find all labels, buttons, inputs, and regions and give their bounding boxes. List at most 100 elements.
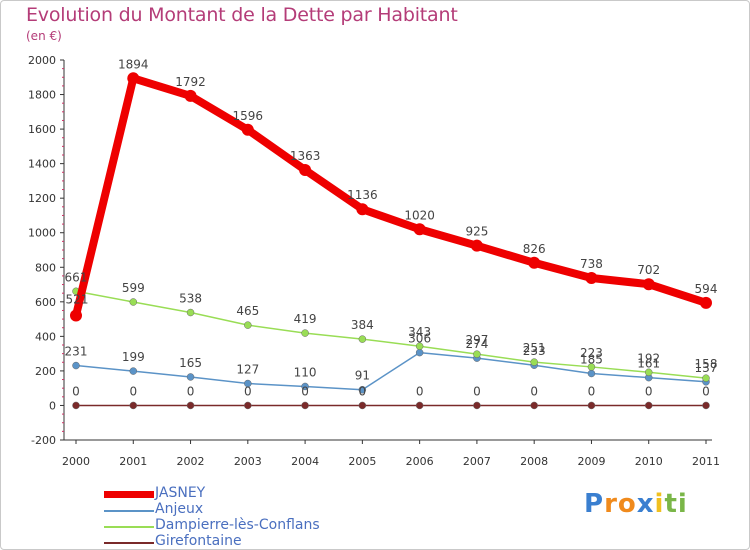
data-label-girefontaine: 0 [473,384,481,398]
point-anjeux [72,361,80,370]
data-label-anjeux: 127 [236,363,259,377]
logo-letter-x: x [636,489,655,519]
point-anjeux [415,348,424,357]
data-label-dampierre-l-s-conflans: 343 [408,325,431,339]
point-girefontaine [587,401,596,410]
y-tick-label: 1600 [28,123,56,136]
point-dampierre-l-s-conflans [301,329,309,337]
y-tick-label: 1000 [28,227,56,240]
data-label-girefontaine: 0 [588,384,596,398]
point-dampierre-l-s-conflans [358,335,367,343]
point-anjeux [186,373,195,381]
data-label-jasney: 925 [465,225,488,239]
y-tick-label: 1800 [28,89,56,102]
data-label-anjeux: 199 [122,350,145,364]
logo-letter-r: r [604,489,618,519]
point-dampierre-l-s-conflans [702,374,710,382]
point-jasney [642,278,655,291]
data-label-anjeux: 91 [355,369,370,383]
point-jasney [700,296,712,309]
x-tick-label: 2004 [291,455,319,468]
point-girefontaine [358,401,367,410]
data-label-anjeux: 306 [408,332,431,346]
point-jasney [299,164,312,177]
data-label-girefontaine: 0 [416,384,424,398]
logo-letter-i2: i [677,489,688,519]
x-tick-label: 2008 [520,455,548,468]
y-tick-label: 800 [35,261,56,274]
point-jasney [70,309,82,322]
point-girefontaine [530,401,538,410]
data-label-dampierre-l-s-conflans: 223 [580,346,603,360]
data-label-jasney: 1136 [347,188,378,202]
point-anjeux [129,367,138,375]
point-girefontaine [473,401,481,410]
data-label-dampierre-l-s-conflans: 419 [294,312,317,326]
data-label-jasney: 521 [66,292,89,306]
point-girefontaine [415,401,424,410]
data-label-anjeux: 233 [523,344,546,358]
data-label-girefontaine: 0 [645,384,653,398]
data-label-dampierre-l-s-conflans: 661 [65,270,88,284]
data-label-jasney: 594 [695,282,718,296]
data-label-anjeux: 165 [179,356,202,370]
y-tick-label: 0 [49,399,56,412]
data-label-girefontaine: 0 [702,384,710,398]
data-label-girefontaine: 0 [129,384,137,398]
data-label-dampierre-l-s-conflans: 192 [637,351,660,365]
data-label-anjeux: 231 [65,345,88,359]
x-tick-label: 2001 [119,455,147,468]
logo-letter-t: t [664,489,678,519]
point-girefontaine [186,401,195,410]
logo-letter-p: P [584,489,605,519]
point-dampierre-l-s-conflans [186,308,195,317]
point-dampierre-l-s-conflans [244,321,252,329]
chart-title: Evolution du Montant de la Dette par Hab… [26,4,458,26]
data-label-jasney: 826 [523,242,546,256]
logo-letter-i: i [654,489,665,519]
data-label-girefontaine: 0 [72,384,80,398]
y-tick-label: 600 [35,296,56,309]
x-tick-label: 2005 [348,455,376,468]
legend-swatch-dampierre [104,526,154,528]
point-anjeux [301,382,309,391]
data-label-jasney: 1894 [118,57,149,71]
data-label-jasney: 1792 [175,75,206,89]
point-dampierre-l-s-conflans [129,298,138,306]
data-label-dampierre-l-s-conflans: 384 [351,318,374,332]
y-tick-label: 400 [35,330,56,343]
data-label-jasney: 1020 [404,208,435,222]
point-anjeux [358,385,367,394]
point-jasney [184,89,197,102]
y-tick-label: -200 [31,434,56,447]
legend-label-anjeux: Anjeux [155,501,204,517]
x-tick-label: 2007 [463,455,491,468]
x-tick-label: 2003 [234,455,262,468]
data-label-jasney: 1363 [290,149,321,163]
data-label-girefontaine: 0 [187,384,195,398]
data-label-jasney: 738 [580,257,603,271]
point-dampierre-l-s-conflans [530,358,538,366]
point-jasney [585,271,598,284]
point-anjeux [587,369,596,378]
y-tick-label: 200 [35,365,56,378]
point-dampierre-l-s-conflans [473,350,481,358]
data-label-girefontaine: 0 [244,384,252,398]
point-girefontaine [301,401,309,410]
point-girefontaine [644,401,653,410]
chart-subtitle: (en €) [26,29,62,43]
data-label-girefontaine: 0 [359,384,367,398]
legend-label-dampierre: Dampierre-lès-Conflans [155,517,320,533]
point-jasney [241,123,254,136]
point-anjeux [244,379,252,388]
point-dampierre-l-s-conflans [415,342,424,350]
point-jasney [470,239,483,252]
data-label-anjeux: 110 [294,365,317,379]
legend-label-girefontaine: Girefontaine [155,533,242,549]
series-line-dampierre-l-s-conflans [75,290,707,379]
data-label-girefontaine: 0 [530,384,538,398]
x-tick-label: 2009 [577,455,605,468]
point-girefontaine [129,401,138,410]
data-label-anjeux: 185 [580,353,603,367]
